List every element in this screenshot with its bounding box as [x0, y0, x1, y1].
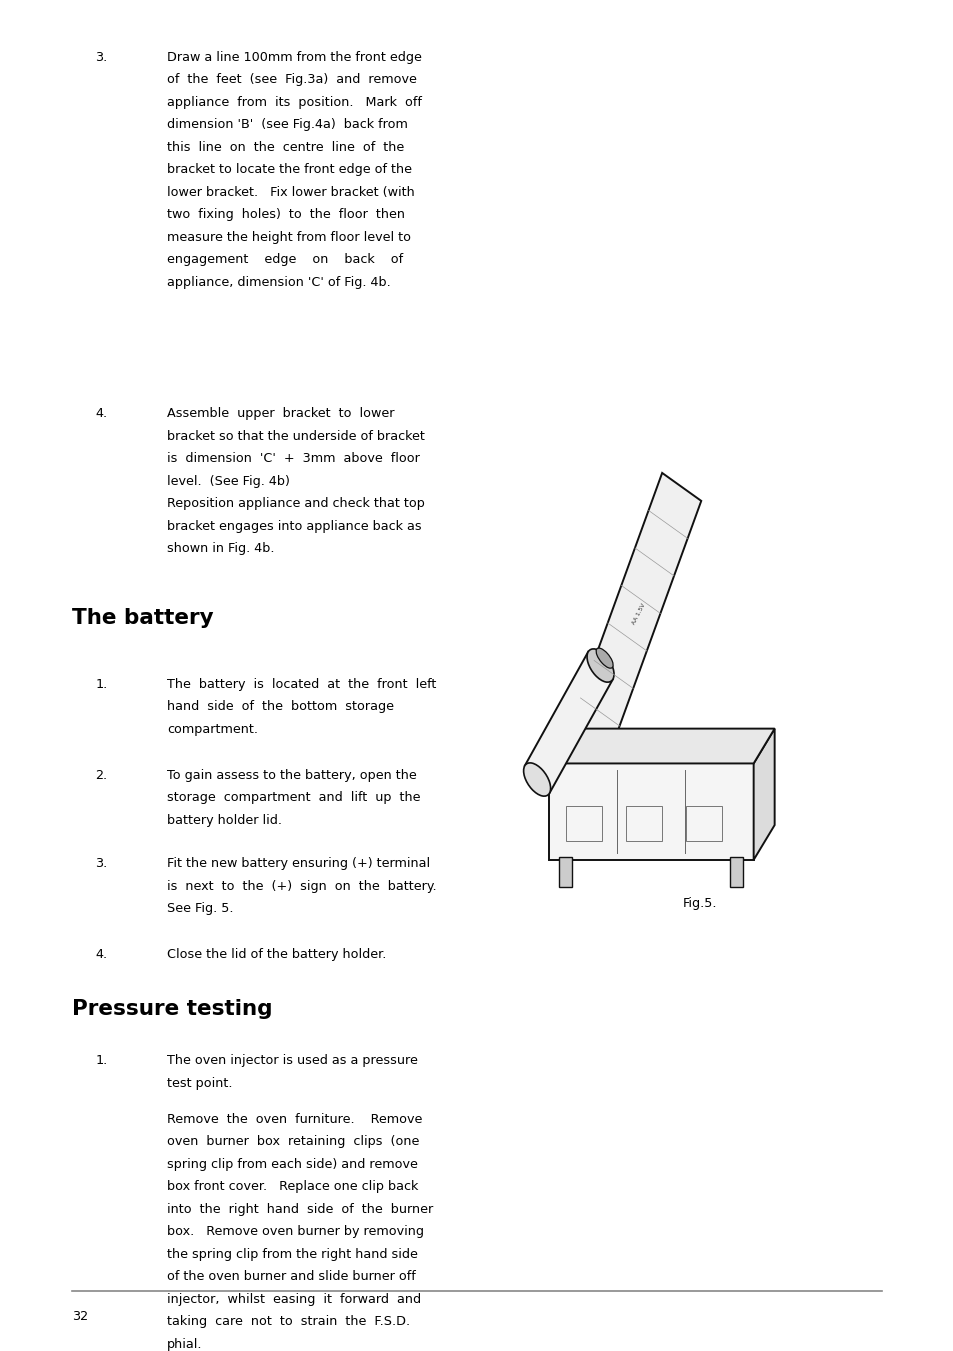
Text: spring clip from each side) and remove: spring clip from each side) and remove [167, 1158, 417, 1170]
Bar [548, 763, 753, 859]
Text: The  battery  is  located  at  the  front  left: The battery is located at the front left [167, 678, 436, 690]
Text: injector,  whilst  easing  it  forward  and: injector, whilst easing it forward and [167, 1293, 420, 1305]
Text: the spring clip from the right hand side: the spring clip from the right hand side [167, 1247, 417, 1260]
Text: Draw a line 100mm from the front edge: Draw a line 100mm from the front edge [167, 51, 421, 63]
Text: bracket to locate the front edge of the: bracket to locate the front edge of the [167, 163, 412, 177]
Polygon shape [548, 728, 774, 763]
Text: hand  side  of  the  bottom  storage: hand side of the bottom storage [167, 700, 394, 713]
Text: bracket engages into appliance back as: bracket engages into appliance back as [167, 520, 421, 532]
Text: of  the  feet  (see  Fig.3a)  and  remove: of the feet (see Fig.3a) and remove [167, 73, 416, 86]
Text: box front cover.   Replace one clip back: box front cover. Replace one clip back [167, 1179, 417, 1193]
Text: AA 1.5V: AA 1.5V [631, 603, 646, 626]
Ellipse shape [586, 648, 614, 682]
Ellipse shape [596, 648, 613, 669]
Text: compartment.: compartment. [167, 723, 257, 736]
Text: test point.: test point. [167, 1077, 233, 1090]
Text: Remove  the  oven  furniture.    Remove: Remove the oven furniture. Remove [167, 1113, 422, 1125]
Text: phial.: phial. [167, 1337, 202, 1351]
Polygon shape [566, 473, 700, 763]
Text: storage  compartment  and  lift  up  the: storage compartment and lift up the [167, 792, 420, 804]
Text: dimension 'B'  (see Fig.4a)  back from: dimension 'B' (see Fig.4a) back from [167, 119, 407, 131]
Text: bracket so that the underside of bracket: bracket so that the underside of bracket [167, 430, 424, 443]
Text: level.  (See Fig. 4b): level. (See Fig. 4b) [167, 474, 290, 488]
Text: Assemble  upper  bracket  to  lower: Assemble upper bracket to lower [167, 407, 394, 420]
Text: 32: 32 [71, 1310, 88, 1323]
Text: is  dimension  'C'  +  3mm  above  floor: is dimension 'C' + 3mm above floor [167, 453, 419, 465]
Bar [625, 807, 661, 842]
Text: into  the  right  hand  side  of  the  burner: into the right hand side of the burner [167, 1202, 433, 1216]
Text: this  line  on  the  centre  line  of  the: this line on the centre line of the [167, 141, 404, 154]
Text: battery holder lid.: battery holder lid. [167, 813, 282, 827]
Text: See Fig. 5.: See Fig. 5. [167, 902, 233, 915]
Text: Fit the new battery ensuring (+) terminal: Fit the new battery ensuring (+) termina… [167, 857, 430, 870]
Text: The battery: The battery [71, 608, 213, 628]
Text: Reposition appliance and check that top: Reposition appliance and check that top [167, 497, 424, 511]
Text: appliance, dimension 'C' of Fig. 4b.: appliance, dimension 'C' of Fig. 4b. [167, 276, 391, 289]
Text: taking  care  not  to  strain  the  F.S.D.: taking care not to strain the F.S.D. [167, 1315, 410, 1328]
Text: Fig.5.: Fig.5. [681, 897, 716, 911]
Text: Close the lid of the battery holder.: Close the lid of the battery holder. [167, 948, 386, 962]
Bar [685, 807, 721, 842]
Text: box.   Remove oven burner by removing: box. Remove oven burner by removing [167, 1225, 423, 1238]
Text: appliance  from  its  position.   Mark  off: appliance from its position. Mark off [167, 96, 421, 109]
Polygon shape [753, 728, 774, 859]
Polygon shape [524, 653, 612, 793]
Text: Pressure testing: Pressure testing [71, 1000, 272, 1019]
Bar [558, 857, 572, 886]
Text: 2.: 2. [95, 769, 108, 782]
Text: 3.: 3. [95, 51, 108, 63]
Ellipse shape [523, 763, 550, 796]
Text: of the oven burner and slide burner off: of the oven burner and slide burner off [167, 1270, 416, 1283]
Text: The oven injector is used as a pressure: The oven injector is used as a pressure [167, 1054, 417, 1067]
Text: is  next  to  the  (+)  sign  on  the  battery.: is next to the (+) sign on the battery. [167, 880, 436, 893]
Text: shown in Fig. 4b.: shown in Fig. 4b. [167, 542, 274, 555]
Bar [565, 807, 601, 842]
Text: 4.: 4. [95, 407, 108, 420]
Text: 1.: 1. [95, 1054, 108, 1067]
Text: measure the height from floor level to: measure the height from floor level to [167, 231, 411, 245]
Text: lower bracket.   Fix lower bracket (with: lower bracket. Fix lower bracket (with [167, 186, 415, 199]
Text: engagement    edge    on    back    of: engagement edge on back of [167, 254, 403, 266]
Text: 1.: 1. [95, 678, 108, 690]
Text: To gain assess to the battery, open the: To gain assess to the battery, open the [167, 769, 416, 782]
Text: oven  burner  box  retaining  clips  (one: oven burner box retaining clips (one [167, 1135, 419, 1148]
Text: 4.: 4. [95, 948, 108, 962]
Bar [729, 857, 742, 886]
Text: two  fixing  holes)  to  the  floor  then: two fixing holes) to the floor then [167, 208, 404, 222]
Text: 3.: 3. [95, 857, 108, 870]
